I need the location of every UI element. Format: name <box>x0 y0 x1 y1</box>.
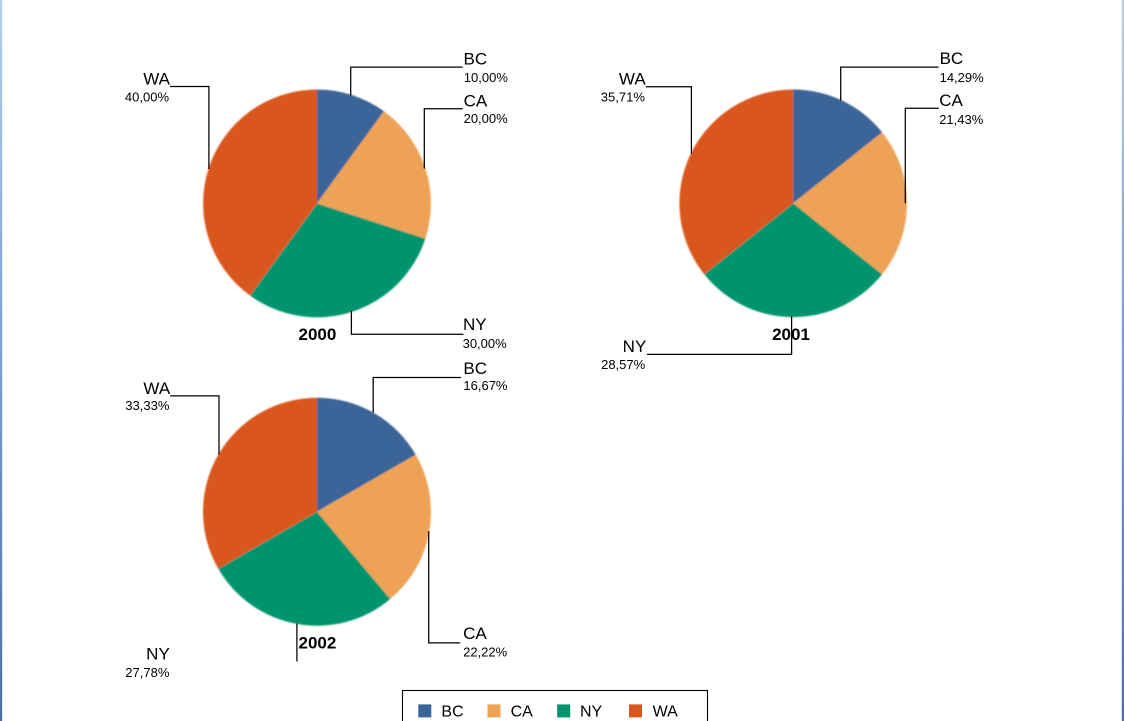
svg-text:22,22%: 22,22% <box>463 645 508 660</box>
svg-text:WA: WA <box>619 70 646 89</box>
svg-text:BC: BC <box>940 49 964 68</box>
svg-text:40,00%: 40,00% <box>125 90 170 105</box>
svg-text:BC: BC <box>441 704 463 721</box>
svg-text:WA: WA <box>143 70 170 89</box>
svg-text:BC: BC <box>463 359 487 378</box>
svg-text:CA: CA <box>511 704 534 721</box>
svg-text:27,78%: 27,78% <box>125 665 170 680</box>
svg-text:WA: WA <box>143 379 170 398</box>
svg-text:28,57%: 28,57% <box>601 357 646 372</box>
svg-text:2001: 2001 <box>772 325 810 344</box>
svg-text:14,29%: 14,29% <box>940 70 985 85</box>
svg-text:10,00%: 10,00% <box>464 70 509 85</box>
svg-text:CA: CA <box>464 91 488 110</box>
svg-text:2002: 2002 <box>298 634 336 653</box>
svg-text:CA: CA <box>463 624 487 643</box>
svg-text:16,67%: 16,67% <box>463 378 508 393</box>
svg-text:NY: NY <box>623 337 647 356</box>
svg-text:NY: NY <box>463 315 487 334</box>
svg-text:NY: NY <box>580 704 603 721</box>
svg-text:20,00%: 20,00% <box>464 111 509 126</box>
svg-text:CA: CA <box>939 91 963 110</box>
svg-text:NY: NY <box>146 645 170 664</box>
svg-text:33,33%: 33,33% <box>125 398 170 413</box>
svg-text:35,71%: 35,71% <box>601 90 646 105</box>
svg-text:21,43%: 21,43% <box>939 112 984 127</box>
svg-text:BC: BC <box>464 50 488 69</box>
svg-text:WA: WA <box>653 704 679 721</box>
svg-text:2000: 2000 <box>298 325 336 344</box>
svg-text:30,00%: 30,00% <box>463 336 508 351</box>
